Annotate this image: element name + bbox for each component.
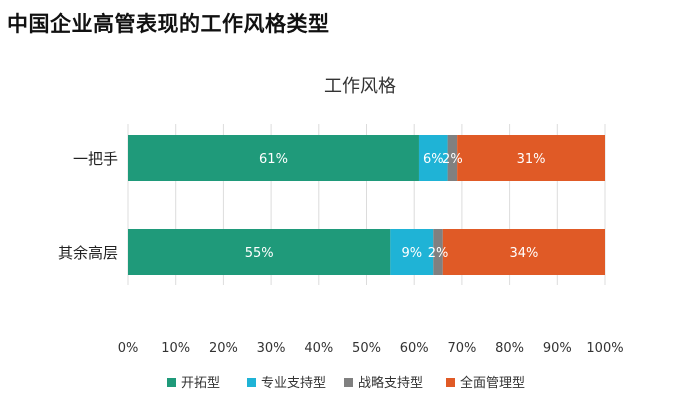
- bar-segment: [128, 135, 419, 181]
- x-tick-label: 50%: [352, 341, 381, 356]
- bar-segment: [457, 135, 605, 181]
- category-label: 其余高层: [58, 244, 118, 262]
- data-label: 2%: [442, 152, 463, 167]
- data-label: 61%: [259, 152, 288, 167]
- x-tick-label: 10%: [161, 341, 190, 356]
- category-label: 一把手: [73, 150, 118, 168]
- bar-segment: [447, 135, 458, 181]
- legend-label: 全面管理型: [460, 375, 525, 391]
- legend-swatch: [344, 378, 353, 387]
- legend-label: 开拓型: [181, 376, 220, 391]
- legend-label: 战略支持型: [358, 375, 423, 391]
- x-tick-label: 90%: [543, 341, 572, 356]
- x-tick-label: 100%: [586, 341, 623, 356]
- x-tick-label: 70%: [447, 341, 476, 356]
- x-tick-label: 60%: [400, 341, 429, 356]
- x-tick-label: 30%: [257, 341, 286, 356]
- data-label: 34%: [509, 246, 538, 261]
- data-label: 2%: [428, 246, 449, 261]
- page-title: 中国企业高管表现的工作风格类型: [7, 12, 330, 36]
- bar-segment: [128, 229, 391, 275]
- x-tick-label: 80%: [495, 341, 524, 356]
- data-label: 31%: [517, 152, 546, 167]
- bar-segment: [433, 229, 443, 275]
- legend-swatch: [167, 378, 176, 387]
- x-tick-label: 20%: [209, 341, 238, 356]
- legend-swatch: [446, 378, 455, 387]
- data-label: 6%: [423, 152, 444, 167]
- bar-segment: [390, 229, 434, 275]
- legend-label: 专业支持型: [261, 376, 326, 391]
- x-tick-label: 40%: [304, 341, 333, 356]
- x-tick-label: 0%: [118, 341, 139, 356]
- legend-swatch: [247, 378, 256, 387]
- bar-segment: [418, 135, 448, 181]
- bar-segment: [442, 229, 605, 275]
- data-label: 55%: [245, 246, 274, 261]
- chart-title: 工作风格: [324, 76, 396, 97]
- data-label: 9%: [402, 246, 423, 261]
